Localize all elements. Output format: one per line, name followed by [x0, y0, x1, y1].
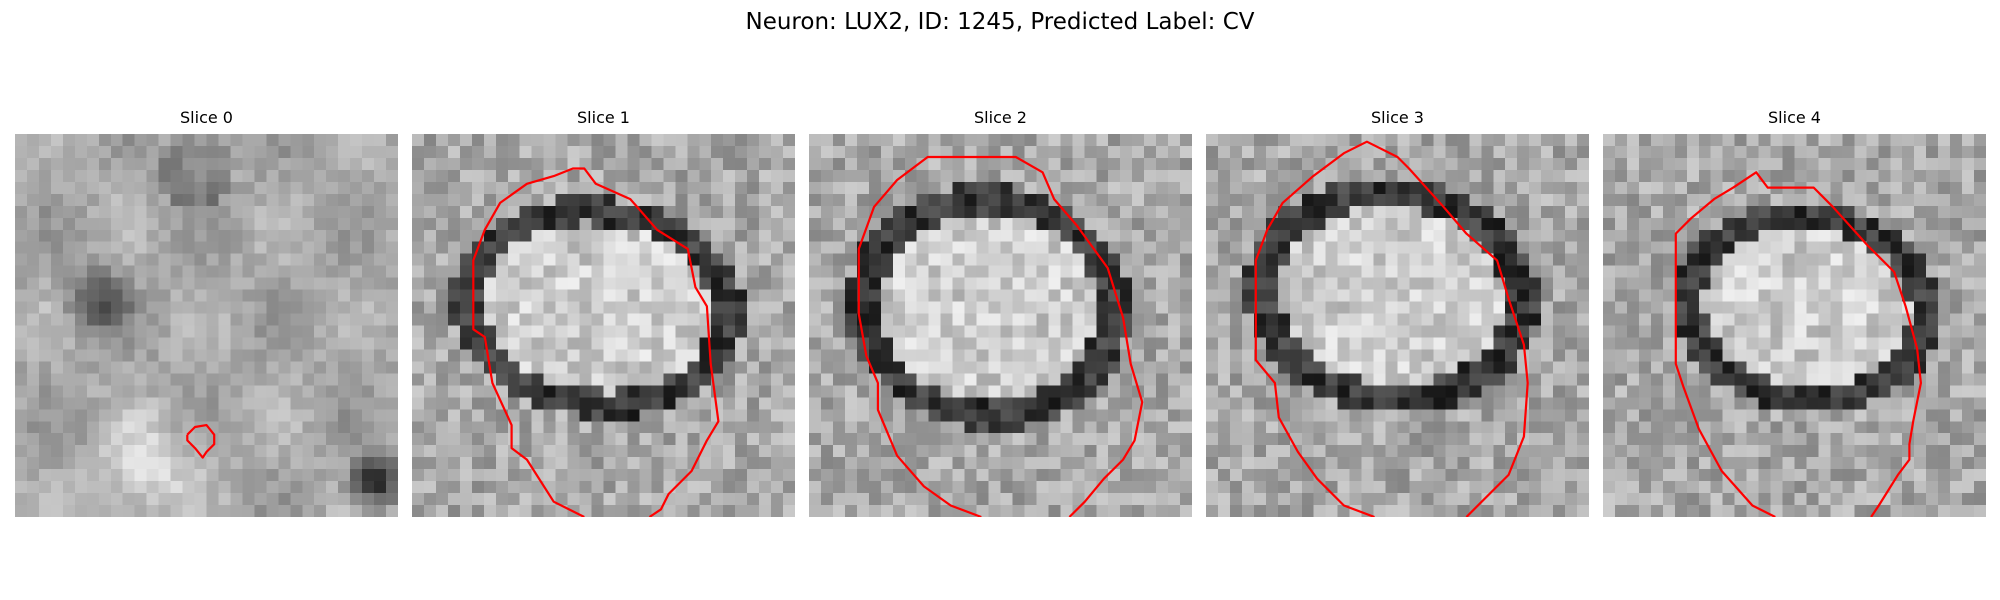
figure-title: Neuron: LUX2, ID: 1245, Predicted Label:…	[745, 9, 1255, 35]
pixel-grid	[809, 134, 1192, 517]
slice-image-0	[15, 134, 398, 517]
pixel-grid	[412, 134, 795, 517]
slice-title: Slice 2	[974, 108, 1027, 127]
slice-image-4	[1603, 134, 1986, 517]
cell-contour	[186, 424, 216, 459]
slice-title: Slice 3	[1371, 108, 1424, 127]
slice-panel-1: Slice 1	[412, 108, 795, 517]
cell-contour	[1254, 140, 1529, 517]
cell-contour	[857, 155, 1144, 517]
cell-contour	[1674, 171, 1922, 517]
slice-image-1	[412, 134, 795, 517]
slice-panel-3: Slice 3	[1206, 108, 1589, 517]
slice-panel-0: Slice 0	[15, 108, 398, 517]
slice-title: Slice 1	[577, 108, 630, 127]
slice-title: Slice 0	[180, 108, 233, 127]
slice-title: Slice 4	[1768, 108, 1821, 127]
cell-contour	[472, 167, 720, 517]
pixel-grid	[15, 134, 398, 517]
slice-panel-2: Slice 2	[809, 108, 1192, 517]
slice-image-2	[809, 134, 1192, 517]
pixel-grid	[1603, 134, 1986, 517]
slice-image-3	[1206, 134, 1589, 517]
slice-panel-4: Slice 4	[1603, 108, 1986, 517]
pixel-grid	[1206, 134, 1589, 517]
